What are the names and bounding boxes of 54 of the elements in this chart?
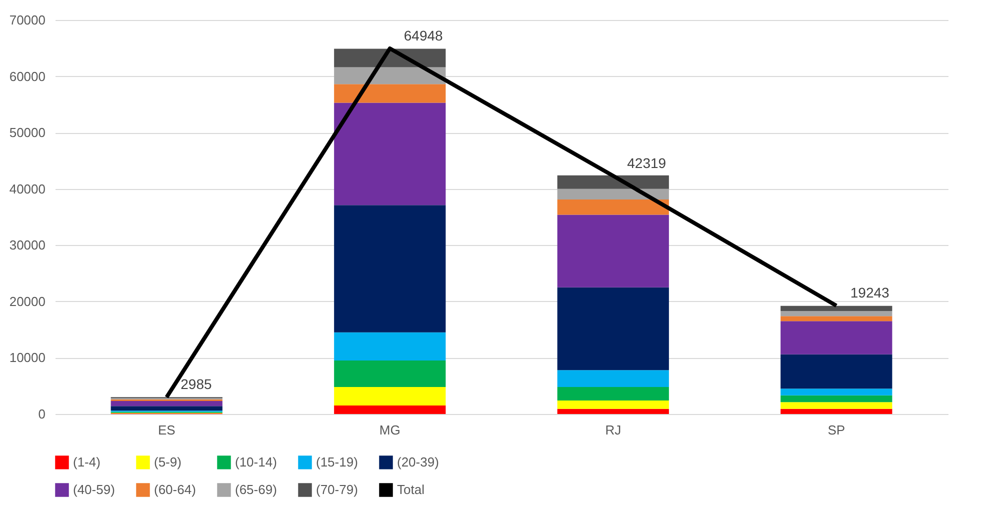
x-tick-label: MG [379, 422, 400, 438]
y-tick-label: 70000 [9, 12, 46, 28]
bar [557, 408, 669, 414]
bar [334, 102, 446, 206]
x-tick-label: ES [158, 422, 176, 438]
bar [780, 388, 892, 396]
bar [780, 310, 892, 316]
legend-label: (40-59) [73, 482, 115, 497]
bar [334, 205, 446, 332]
legend-label: (60-64) [154, 482, 196, 497]
bar [557, 188, 669, 200]
bar [334, 360, 446, 387]
legend-label: (5-9) [154, 454, 182, 470]
x-tick-label: SP [828, 422, 846, 438]
bar [557, 400, 669, 409]
bar [334, 84, 446, 103]
line-series [164, 46, 838, 400]
bar [110, 406, 222, 411]
x-tick-label: RJ [605, 422, 622, 438]
bar [780, 321, 892, 354]
y-tick-label: 60000 [9, 68, 46, 84]
y-tick-label: 40000 [9, 181, 46, 196]
data-label: 2985 [180, 376, 212, 392]
legend-label: (20-39) [397, 454, 439, 470]
data-label: 42319 [627, 154, 666, 171]
legend-label: (10-14) [235, 454, 277, 470]
bar [334, 386, 446, 406]
bar [557, 214, 669, 288]
bar [557, 287, 669, 370]
data-label: 19243 [850, 284, 890, 301]
y-tick-label: 0 [38, 406, 46, 422]
bar [780, 316, 892, 322]
bar [780, 395, 892, 402]
y-tick-label: 50000 [9, 125, 46, 140]
data-label: 64948 [404, 27, 444, 44]
bar [557, 386, 669, 400]
legend-label: (15-19) [316, 454, 358, 470]
y-tick-label: 10000 [9, 350, 46, 366]
bar [557, 175, 669, 189]
bar [110, 401, 222, 406]
bar [780, 408, 892, 414]
bar [334, 332, 446, 361]
bar [557, 200, 669, 215]
bar [780, 306, 892, 311]
bar [780, 402, 892, 409]
legend-label: (65-69) [235, 482, 277, 497]
legend-label: Total [397, 482, 425, 497]
y-tick-label: 30000 [9, 238, 46, 253]
y-tick-label: 20000 [9, 294, 46, 309]
legend-label: (1-4) [73, 454, 100, 470]
bar [334, 406, 446, 414]
bar [780, 354, 892, 389]
legend-label: (70-79) [316, 482, 358, 497]
bar [557, 370, 669, 387]
